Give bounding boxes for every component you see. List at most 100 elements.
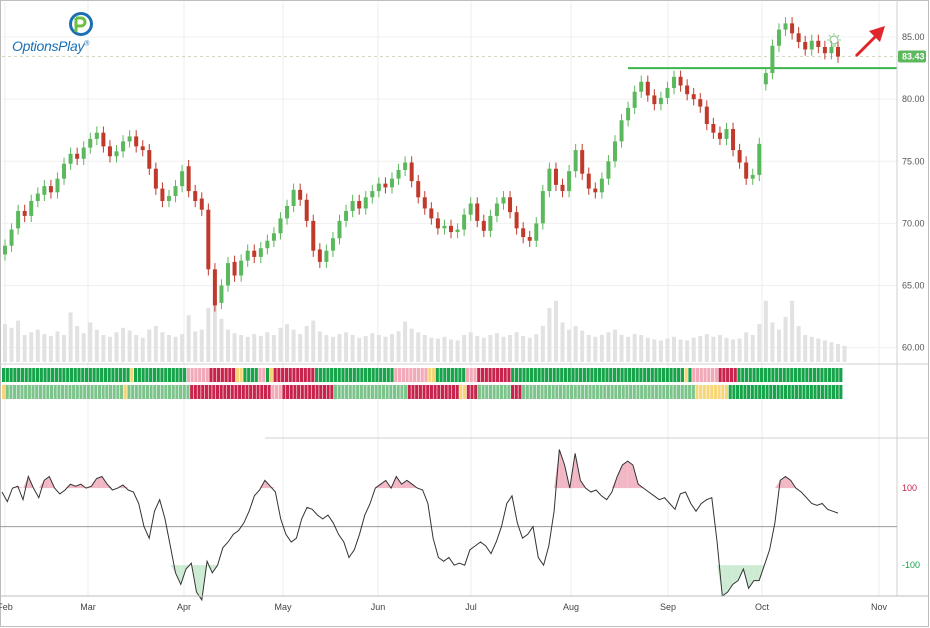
candle-body[interactable] (586, 173, 591, 189)
candle-body[interactable] (665, 87, 670, 98)
candle-body[interactable] (166, 196, 171, 202)
candle-body[interactable] (239, 260, 244, 276)
candle-body[interactable] (180, 171, 185, 187)
candle-body[interactable] (704, 106, 709, 124)
candle-body[interactable] (612, 141, 617, 162)
candle-body[interactable] (94, 132, 99, 139)
candle-body[interactable] (81, 147, 86, 159)
candle-body[interactable] (291, 189, 296, 206)
candle-body[interactable] (757, 143, 762, 175)
candle-body[interactable] (35, 193, 40, 202)
candle-body[interactable] (698, 99, 703, 107)
candle-body[interactable] (514, 212, 519, 229)
candle-body[interactable] (731, 128, 736, 151)
candle-body[interactable] (521, 228, 526, 238)
candle-body[interactable] (540, 191, 545, 224)
candle-body[interactable] (580, 150, 585, 174)
candle-body[interactable] (567, 171, 572, 192)
candle-body[interactable] (350, 201, 355, 211)
candle-body[interactable] (599, 178, 604, 193)
candle-body[interactable] (317, 249, 322, 262)
candle-body[interactable] (68, 153, 73, 164)
candle-body[interactable] (409, 162, 414, 182)
candle-body[interactable] (29, 201, 34, 216)
candle-body[interactable] (475, 203, 480, 221)
candle-body[interactable] (337, 220, 342, 239)
candle-body[interactable] (383, 183, 388, 188)
candle-body[interactable] (606, 161, 611, 179)
candle-body[interactable] (645, 81, 650, 96)
candle-body[interactable] (449, 225, 454, 233)
candle-body[interactable] (232, 261, 237, 276)
candle-body[interactable] (809, 40, 814, 50)
candle-body[interactable] (553, 168, 558, 185)
candle-body[interactable] (462, 214, 467, 230)
candle-body[interactable] (324, 250, 329, 262)
candle-body[interactable] (717, 132, 722, 139)
candle-body[interactable] (357, 201, 362, 209)
candle-body[interactable] (508, 197, 513, 213)
candle-body[interactable] (55, 178, 60, 193)
candle-body[interactable] (560, 184, 565, 192)
candle-body[interactable] (691, 94, 696, 100)
candle-body[interactable] (212, 269, 217, 306)
candle-body[interactable] (527, 237, 532, 241)
candle-body[interactable] (376, 183, 381, 192)
candle-body[interactable] (416, 181, 421, 198)
candle-body[interactable] (403, 162, 408, 170)
candle-body[interactable] (763, 73, 768, 85)
candle-body[interactable] (140, 146, 145, 151)
candle-body[interactable] (626, 107, 631, 121)
candle-body[interactable] (160, 188, 165, 202)
candle-body[interactable] (114, 151, 119, 157)
candle-body[interactable] (42, 186, 47, 195)
candle-body[interactable] (278, 218, 283, 234)
candle-body[interactable] (639, 81, 644, 92)
candle-body[interactable] (271, 233, 276, 241)
candle-body[interactable] (101, 132, 106, 147)
candle-body[interactable] (344, 210, 349, 221)
candle-body[interactable] (501, 197, 506, 204)
candle-body[interactable] (593, 188, 598, 193)
candle-body[interactable] (442, 225, 447, 229)
candle-body[interactable] (790, 23, 795, 34)
candle-body[interactable] (9, 229, 14, 246)
candle-body[interactable] (107, 146, 112, 157)
candle-body[interactable] (468, 203, 473, 215)
candle-body[interactable] (16, 210, 21, 229)
candle-body[interactable] (678, 76, 683, 86)
candle-body[interactable] (396, 169, 401, 179)
oscillator-line[interactable] (1, 449, 839, 602)
candle-body[interactable] (75, 153, 80, 159)
candle-body[interactable] (573, 150, 578, 172)
candle-body[interactable] (245, 250, 250, 261)
candle-body[interactable] (481, 220, 486, 231)
candle-body[interactable] (724, 128, 729, 139)
candle-body[interactable] (711, 124, 716, 133)
candle-body[interactable] (206, 209, 211, 270)
candle-body[interactable] (776, 29, 781, 46)
candle-body[interactable] (193, 191, 198, 202)
candle-body[interactable] (147, 150, 152, 169)
lightbulb-icon[interactable] (827, 33, 841, 47)
candle-body[interactable] (62, 163, 67, 179)
candle-body[interactable] (619, 120, 624, 142)
candle-body[interactable] (134, 136, 139, 147)
candle-body[interactable] (816, 40, 821, 47)
candle-body[interactable] (22, 210, 27, 216)
candle-body[interactable] (652, 95, 657, 105)
candle-body[interactable] (121, 141, 126, 152)
candle-body[interactable] (370, 191, 375, 198)
candle-body[interactable] (770, 45, 775, 74)
candle-body[interactable] (435, 218, 440, 229)
candle-body[interactable] (796, 33, 801, 43)
candle-body[interactable] (199, 198, 204, 210)
candle-body[interactable] (685, 85, 690, 95)
candle-body[interactable] (3, 245, 7, 255)
candle-body[interactable] (750, 174, 755, 179)
candle-body[interactable] (422, 197, 427, 209)
candle-body[interactable] (389, 178, 394, 188)
candle-body[interactable] (632, 91, 637, 108)
candle-body[interactable] (822, 46, 827, 54)
